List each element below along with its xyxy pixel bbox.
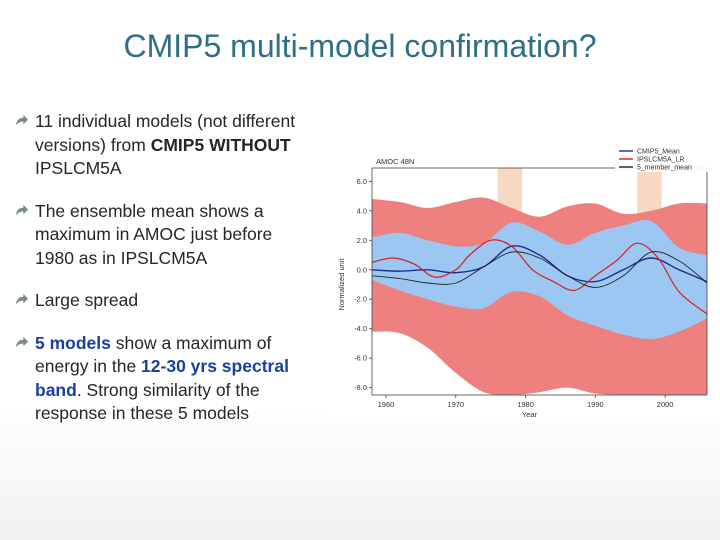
x-axis-label: Year xyxy=(522,410,538,419)
bullet-text: 11 individual models (not different vers… xyxy=(35,111,295,178)
bullet-arrow-icon xyxy=(15,293,29,305)
bullet-text: The ensemble mean shows a maximum in AMO… xyxy=(35,200,273,268)
bullet-arrow-icon xyxy=(15,204,29,215)
amoc-chart-svg: -8.0 -6.0 -4.0 -2.0 0.0 2.0 4.0 6.0 1960 1970 1980… xyxy=(337,144,709,419)
y-tick-label: 0.0 xyxy=(357,265,367,274)
series-line xyxy=(371,239,708,315)
plot-frame xyxy=(371,167,708,396)
legend-label: CMIP5_Mean xyxy=(637,149,680,156)
amoc-chart: -8.0 -6.0 -4.0 -2.0 0.0 2.0 4.0 6.0 1960 1970 1980… xyxy=(322,140,720,423)
chart-title: AMOC 48N xyxy=(376,157,414,166)
bullet-list: 11 individual models (not different vers… xyxy=(14,110,314,445)
x-tick-label: 1960 xyxy=(378,400,395,409)
y-tick-label: -2.0 xyxy=(354,295,367,304)
bullet-item: 5 models show a maximum of energy in the… xyxy=(14,332,314,426)
y-tick-label: -4.0 xyxy=(354,324,367,333)
bullet-text-highlight: 5 models xyxy=(35,332,111,353)
bullet-item: 11 individual models (not different vers… xyxy=(14,110,314,181)
series-line xyxy=(371,251,708,288)
series-lines xyxy=(371,239,708,315)
y-tick-label: -8.0 xyxy=(354,383,367,392)
y-tick-label: 2.0 xyxy=(357,236,367,245)
x-tick-label: 1990 xyxy=(587,400,604,409)
x-tick-label: 1970 xyxy=(447,400,464,409)
y-tick-label: 4.0 xyxy=(357,206,367,215)
bullet-arrow-icon xyxy=(15,336,29,347)
slide-title: CMIP5 multi-model confirmation? xyxy=(123,28,597,64)
bullet-text: Large spread xyxy=(35,290,139,310)
bullet-text-part: show a maximum of energy in the xyxy=(35,332,272,377)
bullet-item: The ensemble mean shows a maximum in AMO… xyxy=(14,200,314,271)
bullet-text: 5 models show a maximum of energy in the… xyxy=(35,333,289,424)
bullet-text-highlight: 12-30 yrs spectral band xyxy=(35,356,289,400)
bullet-text-part: . Strong similarity of the response in t… xyxy=(35,379,260,424)
series-line xyxy=(371,245,708,283)
spread-band xyxy=(372,219,707,340)
y-tick-label: 6.0 xyxy=(357,177,367,186)
bullet-text-part: 11 individual models (not different vers… xyxy=(35,111,296,155)
y-tick-label: -6.0 xyxy=(354,354,367,363)
bullet-item: Large spread xyxy=(14,289,314,313)
spread-bands xyxy=(372,197,707,396)
chart-axes: -8.0 -6.0 -4.0 -2.0 0.0 2.0 4.0 6.0 1960 1970 1980… xyxy=(354,167,708,409)
legend-label: 5_member_mean xyxy=(637,165,692,172)
x-tick-label: 1980 xyxy=(517,400,534,409)
legend-label: IPSLCM5A_LR xyxy=(637,157,684,164)
bullet-text-bold: CMIP5 WITHOUT xyxy=(150,134,291,155)
x-tick-label: 2000 xyxy=(657,400,674,409)
y-axis-label: Normalized unit xyxy=(337,258,346,311)
bullet-text-part: IPSLCM5A xyxy=(35,158,122,178)
bullet-arrow-icon xyxy=(15,114,29,126)
